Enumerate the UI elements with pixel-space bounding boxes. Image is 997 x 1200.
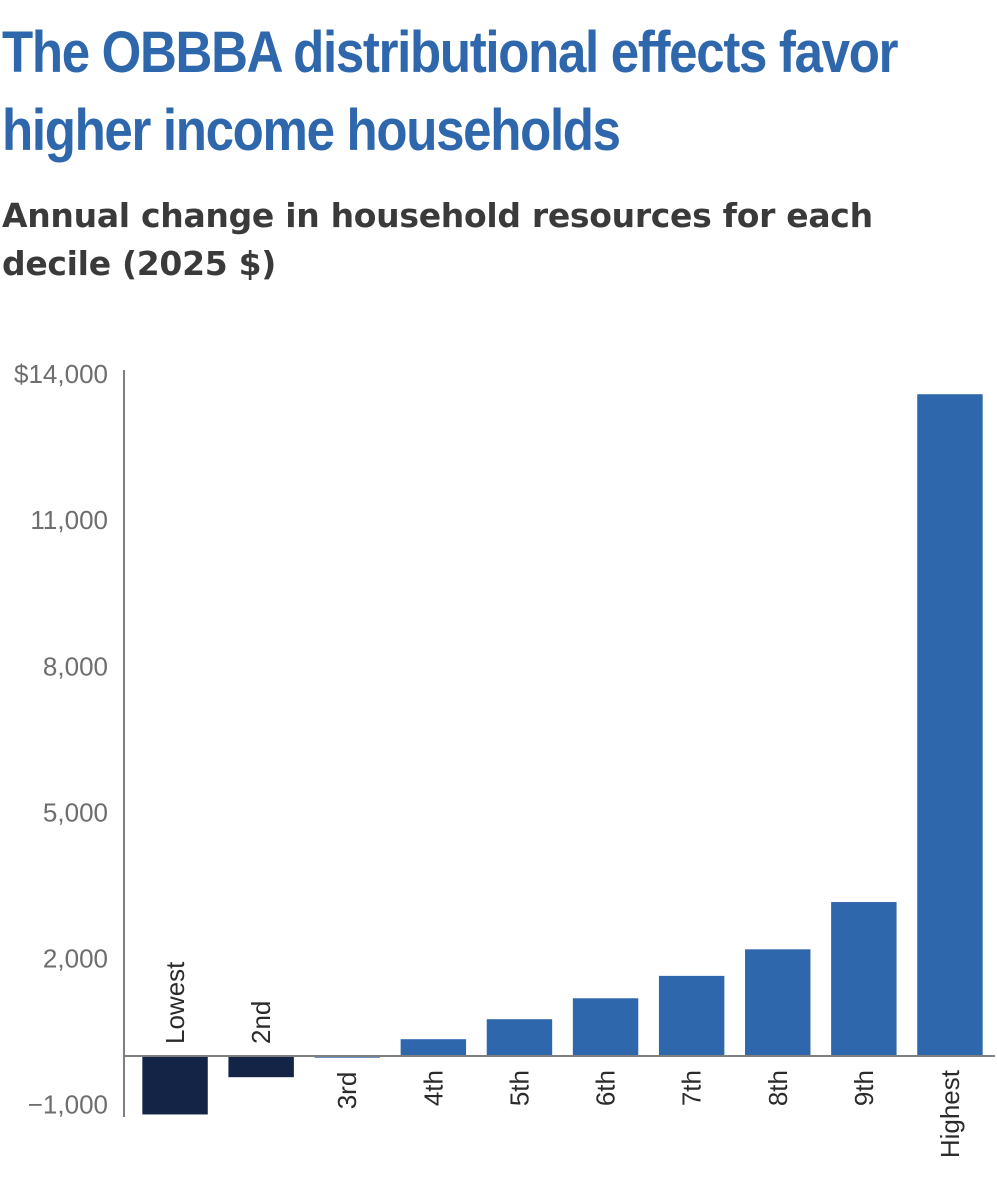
y-tick-label: 5,000 [43,797,108,827]
bar-5th [486,1019,553,1056]
bar-2nd [228,1056,294,1078]
bar-6th [572,998,639,1056]
chart-title: The OBBBA distributional effects favor h… [2,20,898,163]
y-tick-label: 8,000 [43,651,108,681]
category-label: 9th [849,1070,879,1106]
bar-9th [831,902,897,1056]
y-tick-label: 11,000 [30,505,108,535]
bar-8th [745,949,811,1056]
bar-7th [658,975,725,1056]
y-tick-label: $14,000 [14,359,108,389]
category-label: 8th [763,1070,793,1106]
category-label: 5th [504,1070,534,1106]
category-label: 3rd [332,1072,362,1110]
category-label: Lowest [160,961,190,1044]
category-label: 4th [418,1070,448,1106]
chart-subtitle: Annual change in household resources for… [2,196,873,283]
bar-highest [917,394,983,1056]
bar-4th [400,1039,467,1056]
y-tick-label: −1,000 [28,1090,108,1120]
category-label: 7th [677,1070,707,1106]
bar-lowest [142,1056,208,1115]
y-tick-label: 2,000 [43,944,108,974]
category-label: Highest [935,1069,965,1158]
category-label: 2nd [246,1001,276,1044]
category-label: 6th [591,1070,621,1106]
